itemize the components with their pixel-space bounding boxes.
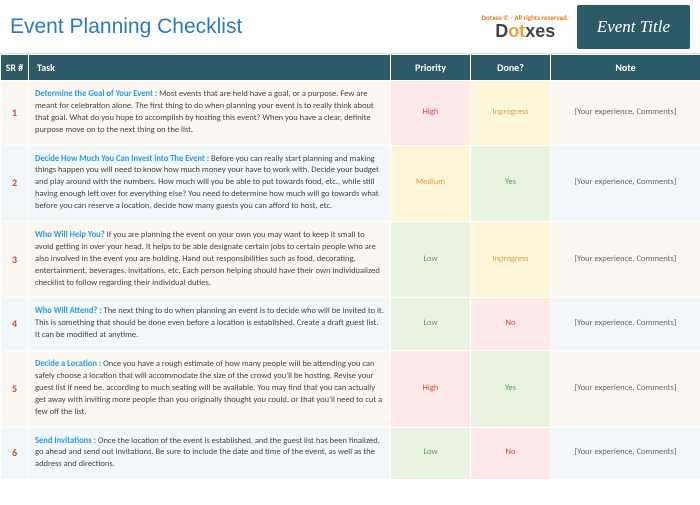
- task-title: Who Will Help You?: [35, 230, 107, 240]
- task-title: Send Invitations :: [35, 436, 98, 446]
- table-body: 1Determine the Goal of Your Event : Most…: [1, 81, 700, 480]
- col-note: Note: [551, 55, 700, 81]
- cell-note: [Your experience, Comments]: [551, 298, 700, 351]
- col-task: Task: [29, 55, 391, 81]
- cell-task: Who Will Attend? : The next thing to do …: [29, 298, 391, 351]
- table-header: SR # Task Priority Done? Note: [1, 55, 700, 81]
- cell-sr: 1: [1, 81, 29, 146]
- cell-done: Inprogress: [471, 222, 551, 298]
- page-title: Event Planning Checklist: [10, 15, 242, 39]
- table-row: 2 Decide How Much You Can Invest into The…: [1, 145, 700, 221]
- cell-done: No: [471, 298, 551, 351]
- task-title: Who Will Attend? :: [35, 306, 104, 316]
- cell-task: Who Will Help You? If you are planning t…: [29, 222, 391, 298]
- task-title: Decide a Location :: [35, 359, 103, 369]
- table-row: 4Who Will Attend? : The next thing to do…: [1, 298, 700, 351]
- cell-priority: Low: [391, 427, 471, 480]
- cell-done: Yes: [471, 351, 551, 427]
- cell-note: [Your experience, Comments]: [551, 427, 700, 480]
- cell-note: [Your experience, Comments]: [551, 145, 700, 221]
- cell-task: Determine the Goal of Your Event : Most …: [29, 81, 391, 146]
- col-done: Done?: [471, 55, 551, 81]
- cell-done: Yes: [471, 145, 551, 221]
- table-row: 3Who Will Help You? If you are planning …: [1, 222, 700, 298]
- cell-note: [Your experience, Comments]: [551, 81, 700, 146]
- task-title: Decide How Much You Can Invest into The …: [35, 154, 211, 164]
- col-priority: Priority: [391, 55, 471, 81]
- logo-main: Dotxes: [482, 22, 569, 40]
- cell-task: Decide How Much You Can Invest into The …: [29, 145, 391, 221]
- cell-sr: 4: [1, 298, 29, 351]
- task-title: Determine the Goal of Your Event :: [35, 89, 159, 99]
- checklist-table: SR # Task Priority Done? Note 1Determine…: [0, 54, 700, 480]
- table-row: 5Decide a Location : Once you have a rou…: [1, 351, 700, 427]
- col-sr: SR #: [1, 55, 29, 81]
- header-bar: Event Planning Checklist Dotxes © - All …: [0, 0, 700, 54]
- logo: Dotxes © - All rights reserved. Dotxes: [482, 13, 569, 40]
- cell-sr: 5: [1, 351, 29, 427]
- cell-task: Send Invitations : Once the location of …: [29, 427, 391, 480]
- cell-priority: Medium: [391, 145, 471, 221]
- cell-done: Inprogress: [471, 81, 551, 146]
- event-title-badge: Event Title: [577, 5, 690, 49]
- cell-priority: High: [391, 81, 471, 146]
- cell-note: [Your experience, Comments]: [551, 222, 700, 298]
- cell-sr: 3: [1, 222, 29, 298]
- page: Event Planning Checklist Dotxes © - All …: [0, 0, 700, 480]
- table-row: 1Determine the Goal of Your Event : Most…: [1, 81, 700, 146]
- table-row: 6Send Invitations : Once the location of…: [1, 427, 700, 480]
- cell-sr: 2: [1, 145, 29, 221]
- cell-task: Decide a Location : Once you have a roug…: [29, 351, 391, 427]
- cell-priority: High: [391, 351, 471, 427]
- cell-note: [Your experience, Comments]: [551, 351, 700, 427]
- cell-sr: 6: [1, 427, 29, 480]
- cell-priority: Low: [391, 298, 471, 351]
- cell-priority: Low: [391, 222, 471, 298]
- cell-done: No: [471, 427, 551, 480]
